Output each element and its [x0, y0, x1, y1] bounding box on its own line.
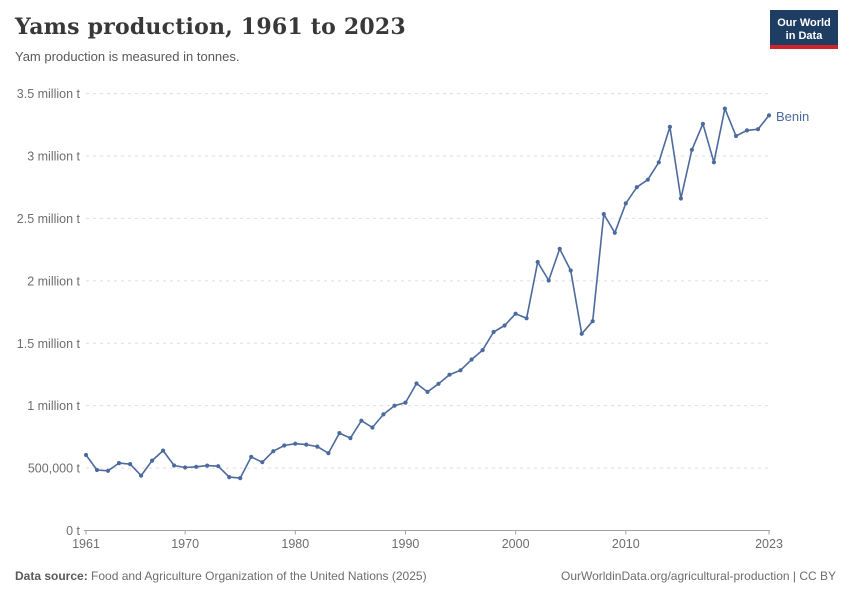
data-point [623, 201, 628, 206]
data-point [392, 403, 397, 408]
data-point [337, 431, 342, 436]
data-point [425, 389, 430, 394]
data-point [94, 467, 100, 473]
data-point [491, 329, 496, 335]
chart-header: Yams production, 1961 to 2023 Yam produc… [15, 14, 755, 64]
y-axis-tick-label: 500,000 t [28, 462, 81, 476]
data-point [689, 147, 695, 152]
data-point [183, 465, 188, 470]
data-point [260, 460, 265, 465]
owid-logo-stripe [770, 45, 838, 49]
y-axis-tick-label: 1 million t [27, 399, 80, 413]
data-point [216, 464, 221, 469]
x-axis-tick-label: 1961 [72, 537, 100, 551]
data-point [601, 212, 606, 217]
data-point [436, 381, 441, 386]
x-axis-tick-label: 1980 [281, 537, 309, 551]
data-point [116, 461, 122, 466]
chart-title: Yams production, 1961 to 2023 [15, 14, 406, 40]
data-point [271, 449, 276, 454]
data-point [766, 113, 772, 118]
data-point [579, 331, 584, 336]
data-point [535, 259, 540, 265]
data-point [205, 463, 210, 468]
data-point [348, 436, 353, 441]
data-point [469, 357, 474, 362]
data-point [381, 412, 386, 417]
data-point [645, 177, 650, 182]
x-axis-tick-label: 2023 [755, 537, 783, 551]
data-point [612, 230, 617, 235]
data-point [293, 441, 298, 446]
y-axis-tick-label: 2.5 million t [17, 212, 81, 226]
data-point [359, 418, 364, 423]
data-point [458, 368, 463, 373]
data-point [667, 124, 673, 129]
x-axis-tick-label: 2010 [612, 537, 640, 551]
data-point [172, 463, 177, 468]
y-axis-tick-label: 2 million t [27, 274, 80, 288]
data-point [326, 451, 331, 456]
data-point [568, 268, 573, 273]
x-axis-tick-label: 1990 [392, 537, 420, 551]
data-point [524, 316, 529, 321]
data-point [557, 246, 562, 251]
x-axis-tick-label: 1970 [171, 537, 199, 551]
data-point [370, 425, 375, 430]
data-point [678, 196, 684, 201]
data-point [194, 464, 199, 469]
data-point [282, 443, 287, 448]
data-point [414, 381, 419, 386]
y-axis-tick-label: 3.5 million t [17, 87, 81, 101]
data-point [711, 160, 717, 165]
data-point [722, 106, 728, 111]
data-point [249, 454, 254, 459]
y-axis-tick-label: 0 t [66, 524, 80, 538]
data-source-label: Data source: [15, 569, 88, 583]
x-axis-tick-label: 2000 [502, 537, 530, 551]
data-point [139, 473, 144, 478]
data-point [83, 452, 89, 458]
data-point [304, 442, 309, 447]
series-line-benin[interactable] [85, 107, 770, 479]
data-point [403, 400, 408, 405]
data-point [546, 278, 551, 283]
data-point [502, 323, 507, 328]
data-point [161, 448, 166, 453]
owid-logo[interactable]: Our World in Data [770, 10, 838, 49]
y-axis-tick-label: 3 million t [27, 150, 80, 164]
data-point [227, 475, 232, 480]
data-point [590, 319, 595, 324]
data-point [480, 348, 485, 353]
data-point [447, 372, 452, 377]
footer-url-license[interactable]: OurWorldinData.org/agricultural-producti… [560, 569, 836, 583]
data-point [128, 462, 133, 467]
data-point [238, 476, 243, 481]
data-point [634, 185, 639, 190]
entity-label-benin[interactable]: Benin [776, 109, 810, 124]
data-point [315, 444, 320, 449]
chart-subtitle: Yam production is measured in tonnes. [15, 49, 240, 64]
data-point [513, 311, 518, 316]
data-source-note: Data source: Food and Agriculture Organi… [15, 569, 427, 583]
data-point [733, 133, 739, 139]
data-point [150, 458, 155, 463]
data-point [656, 160, 661, 165]
owid-logo-line2: in Data [785, 29, 823, 42]
chart-footer: Data source: Food and Agriculture Organi… [15, 569, 836, 583]
y-axis-tick-label: 1.5 million t [17, 337, 81, 351]
data-point [744, 128, 750, 133]
data-point [700, 121, 706, 126]
data-point [755, 127, 761, 132]
owid-logo-line1: Our World [777, 16, 831, 29]
data-point [105, 468, 111, 473]
data-source-text: Food and Agriculture Organization of the… [87, 569, 427, 583]
